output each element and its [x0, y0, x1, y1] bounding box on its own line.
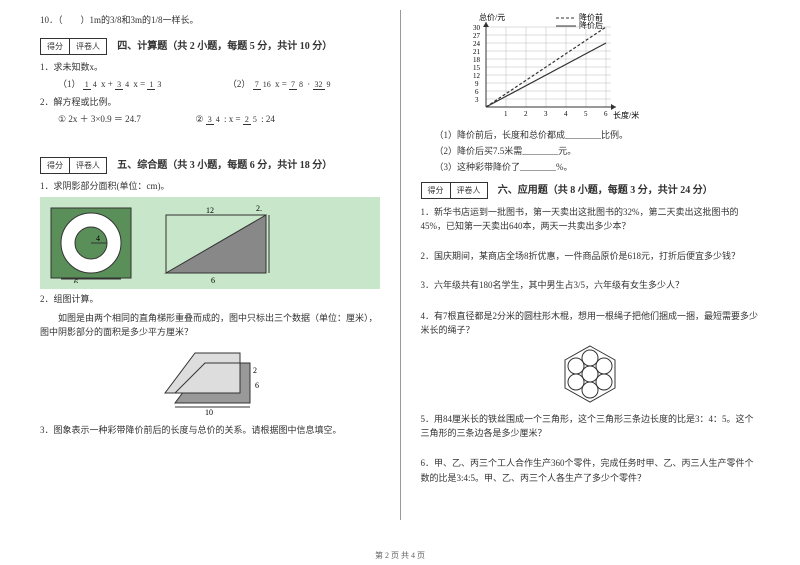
- svg-text:5: 5: [584, 110, 588, 118]
- score-box-5: 得分 评卷人: [40, 157, 107, 174]
- svg-text:2.: 2.: [256, 204, 262, 213]
- right-column: 总价/元 降价前 降价后: [421, 10, 761, 520]
- section6-header: 得分 评卷人 六、应用题（共 8 小题，每题 3 分，共计 24 分）: [421, 176, 761, 201]
- s4-q2-formulas: ① 2x ＋ 3×0.9 ＝ 24.7 ② 34 : x = 25 : 24: [58, 113, 380, 127]
- figure-area-1: 4 6 2. 12 6: [40, 197, 380, 289]
- svg-text:27: 27: [473, 32, 481, 40]
- svg-text:6: 6: [604, 110, 608, 118]
- svg-text:总价/元: 总价/元: [479, 12, 505, 22]
- s6-q1: 1．新华书店运到一批图书，第一天卖出这批图书的32%，第二天卖出这批图书的45%…: [421, 205, 761, 234]
- score-box: 得分 评卷人: [40, 38, 107, 55]
- svg-text:6: 6: [211, 276, 215, 283]
- s6-q4: 4．有7根直径都是2分米的圆柱形木棍，想用一根绳子把他们捆成一捆，最短需要多少米…: [421, 309, 761, 338]
- s4-q1: 1．求未知数x。: [40, 61, 380, 75]
- svg-text:2: 2: [253, 366, 257, 375]
- section6-title: 六、应用题（共 8 小题，每题 3 分，共计 24 分）: [498, 185, 713, 196]
- overlap-trapezoid-figure: 2 6 10: [145, 343, 275, 418]
- score-box-6: 得分 评卷人: [421, 182, 488, 199]
- svg-text:10: 10: [205, 408, 213, 417]
- svg-text:1: 1: [504, 110, 508, 118]
- formula-2: （2） 716 x = 78 · 329: [228, 79, 333, 89]
- grader-label: 评卷人: [70, 39, 106, 54]
- trapezoid-figure: 2. 12 6: [156, 203, 276, 283]
- section4-header: 得分 评卷人 四、计算题（共 2 小题，每题 5 分，共计 10 分）: [40, 32, 380, 57]
- section4-title: 四、计算题（共 2 小题，每题 5 分，共计 10 分）: [117, 41, 332, 52]
- svg-text:6: 6: [255, 381, 259, 390]
- s6-q2: 2．国庆期间，某商店全场8折优惠，一件商品原价是618元，打折后便宜多少钱？: [421, 250, 761, 264]
- hex-circles-figure: [421, 342, 761, 408]
- left-column: 10．（ ）1m的3/8和3m的1/8一样长。 得分 评卷人 四、计算题（共 2…: [40, 10, 380, 520]
- ring-figure: 4 6: [46, 203, 136, 283]
- formula-1: （1） 14 x + 34 x = 13: [58, 79, 166, 89]
- svg-text:18: 18: [473, 56, 481, 64]
- price-chart: 总价/元 降价前 降价后: [461, 12, 761, 124]
- s5-q3-3: （3）这种彩带降价了________%。: [435, 160, 761, 173]
- formula-4: ② 34 : x = 25 : 24: [195, 114, 274, 124]
- page-footer: 第 2 页 共 4 页: [0, 550, 800, 561]
- svg-text:6: 6: [475, 88, 479, 96]
- svg-text:15: 15: [473, 64, 481, 72]
- s6-q5: 5．用84厘米长的铁丝围成一个三角形，这个三角形三条边长度的比是3：4：5。这个…: [421, 412, 761, 441]
- s4-q2: 2．解方程或比例。: [40, 96, 380, 110]
- svg-text:9: 9: [475, 80, 479, 88]
- formula-3: ① 2x ＋ 3×0.9 ＝ 24.7: [58, 114, 141, 124]
- section5-title: 五、综合题（共 3 小题，每题 6 分，共计 18 分）: [117, 160, 332, 171]
- svg-text:2: 2: [524, 110, 528, 118]
- svg-text:21: 21: [473, 48, 481, 56]
- svg-text:4: 4: [564, 110, 568, 118]
- score-label: 得分: [41, 39, 70, 54]
- svg-text:24: 24: [473, 40, 481, 48]
- s5-q3: 3．图象表示一种彩带降价前后的长度与总价的关系。请根据图中信息填空。: [40, 424, 380, 438]
- svg-text:长度/米: 长度/米: [613, 110, 639, 120]
- svg-text:4: 4: [96, 234, 100, 243]
- svg-text:12: 12: [206, 206, 214, 215]
- s5-q2: 2．组图计算。: [40, 293, 380, 307]
- svg-text:3: 3: [475, 96, 479, 104]
- svg-text:3: 3: [544, 110, 548, 118]
- s5-q3-1: （1）降价前后，长度和总价都成________比例。: [435, 128, 761, 141]
- s5-q2-text: 如图是由两个相同的直角梯形重叠而成的，图中只标出三个数据（单位：厘米），图中阴影…: [40, 311, 380, 340]
- section5-header: 得分 评卷人 五、综合题（共 3 小题，每题 6 分，共计 18 分）: [40, 151, 380, 176]
- column-divider: [400, 10, 401, 520]
- svg-text:30: 30: [473, 24, 481, 32]
- s5-q3-2: （2）降价后买7.5米需________元。: [435, 144, 761, 157]
- q10: 10．（ ）1m的3/8和3m的1/8一样长。: [40, 14, 380, 28]
- s6-q3: 3．六年级共有180名学生，其中男生占3/5，六年级有女生多少人？: [421, 279, 761, 293]
- s6-q6: 6．甲、乙、丙三个工人合作生产360个零件，完成任务时甲、乙、丙三人生产零件个数…: [421, 456, 761, 485]
- svg-text:12: 12: [473, 72, 481, 80]
- s5-q1: 1．求阴影部分面积(单位：cm)。: [40, 180, 380, 194]
- figure-area-2: 2 6 10: [40, 343, 380, 420]
- svg-text:降价后: 降价后: [579, 20, 603, 30]
- s4-q1-formulas: （1） 14 x + 34 x = 13 （2） 716 x = 78 · 32…: [58, 78, 380, 92]
